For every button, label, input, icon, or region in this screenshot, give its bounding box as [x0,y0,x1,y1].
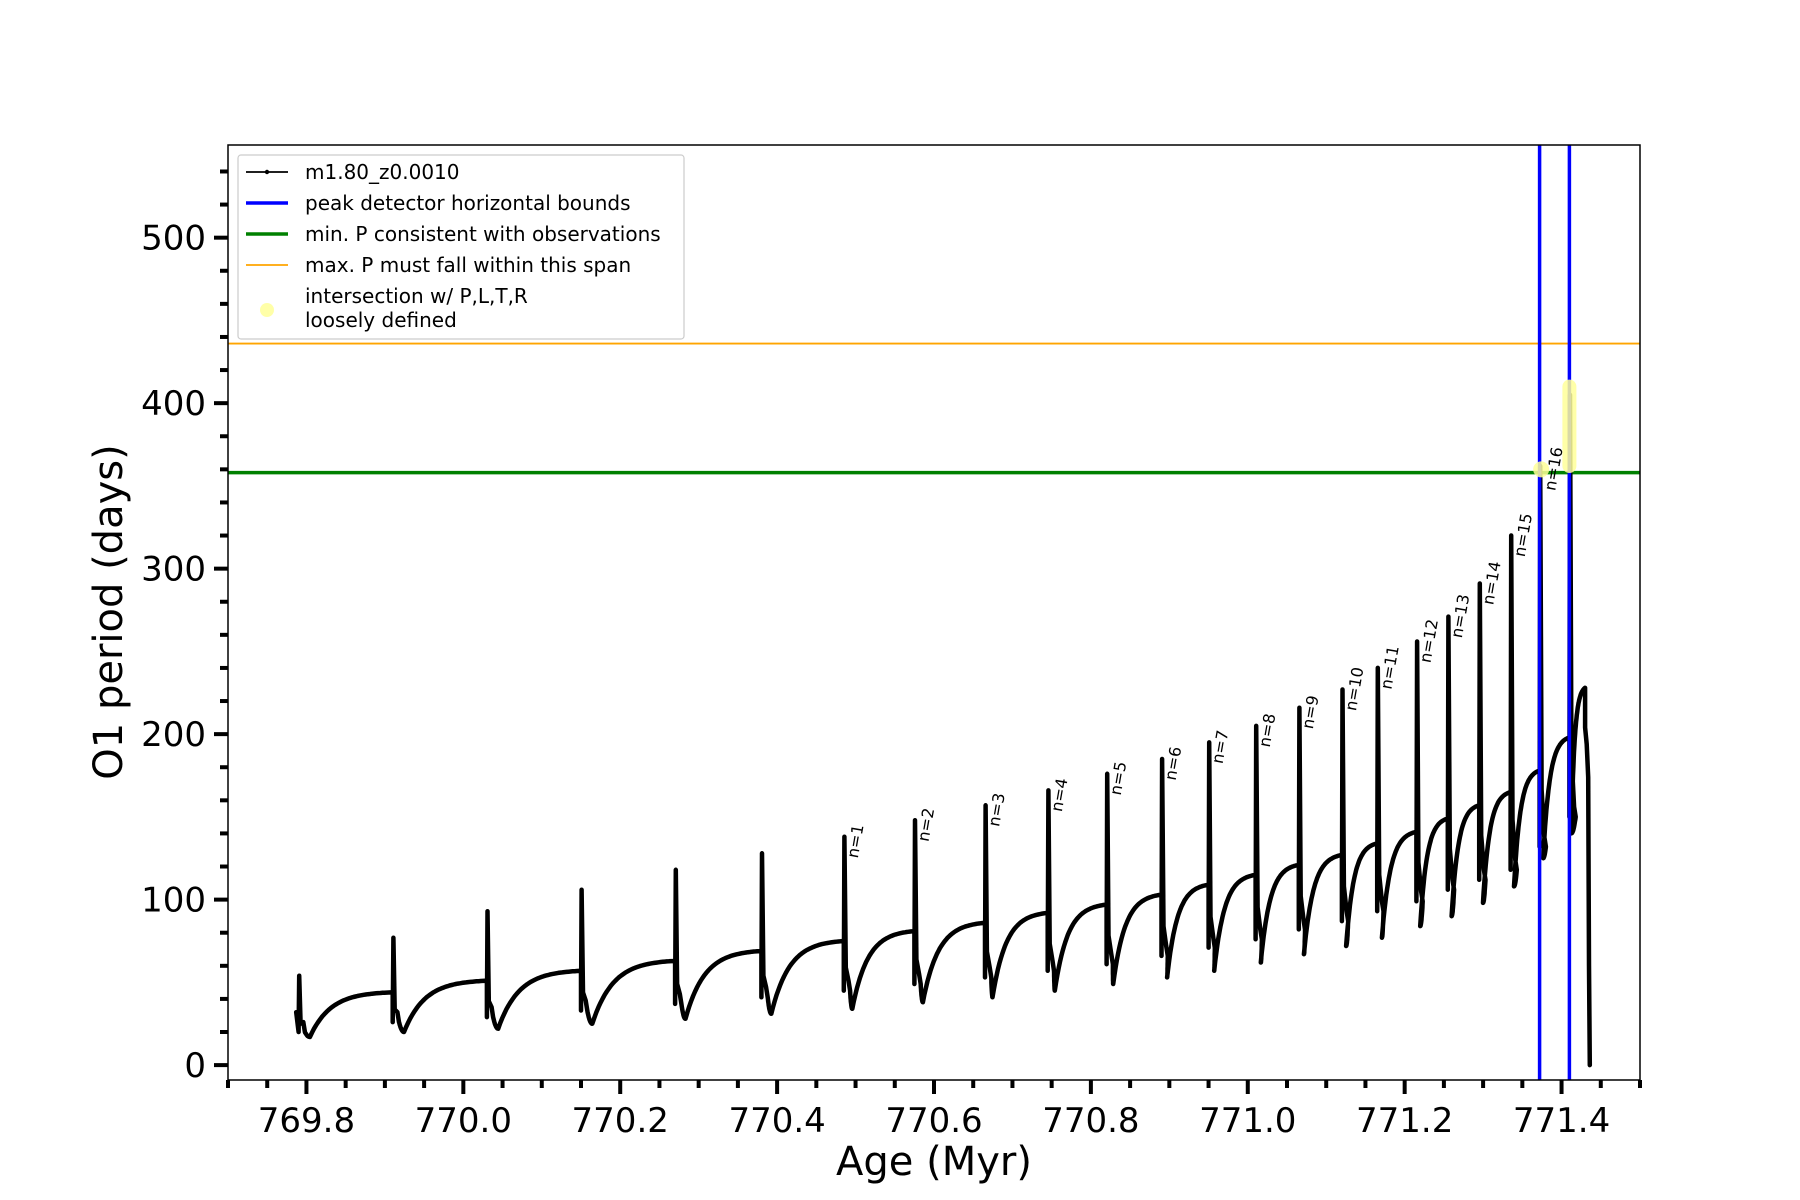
x-tick-label-8: 771.4 [1513,1101,1610,1141]
x-axis-title: Age (Myr) [836,1139,1032,1185]
x-tick-label-7: 771.2 [1356,1101,1453,1141]
x-tick-label-5: 770.8 [1042,1101,1139,1141]
x-tick-label-1: 770.0 [415,1101,512,1141]
y-tick-label-1: 100 [141,881,206,921]
legend-marker-0 [264,169,270,175]
legend-label-1: peak detector horizontal bounds [305,191,631,215]
y-tick-label-3: 300 [141,550,206,590]
legend-label-0: m1.80_z0.0010 [305,160,460,184]
x-tick-label-0: 769.8 [258,1101,355,1141]
highlight-0 [1533,461,1550,478]
x-tick-label-2: 770.2 [572,1101,669,1141]
legend-label-3: max. P must fall within this span [305,253,631,277]
y-axis: 0 100 200 300 400 500 [141,169,228,1086]
y-axis-title: O1 period (days) [86,444,132,779]
y-tick-label-2: 200 [141,715,206,755]
x-axis: 769.8 770.0 770.2 770.4 770.6 770.8 771.0 771.2… [226,1080,1642,1141]
legend-label-2: min. P consistent with observations [305,222,661,246]
series-line [293,392,1593,1068]
legend-handle-4 [260,303,274,317]
legend-label-4-line2: loosely defined [305,308,457,332]
x-tick-label-6: 771.0 [1199,1101,1296,1141]
y-tick-label-5: 500 [141,219,206,259]
x-tick-label-3: 770.4 [728,1101,825,1141]
legend-box [237,154,685,340]
y-tick-label-4: 400 [141,384,206,424]
y-tick-label-0: 0 [184,1046,206,1086]
x-tick-label-4: 770.6 [885,1101,982,1141]
legend-label-4: intersection w/ P,L,T,R [305,284,528,308]
